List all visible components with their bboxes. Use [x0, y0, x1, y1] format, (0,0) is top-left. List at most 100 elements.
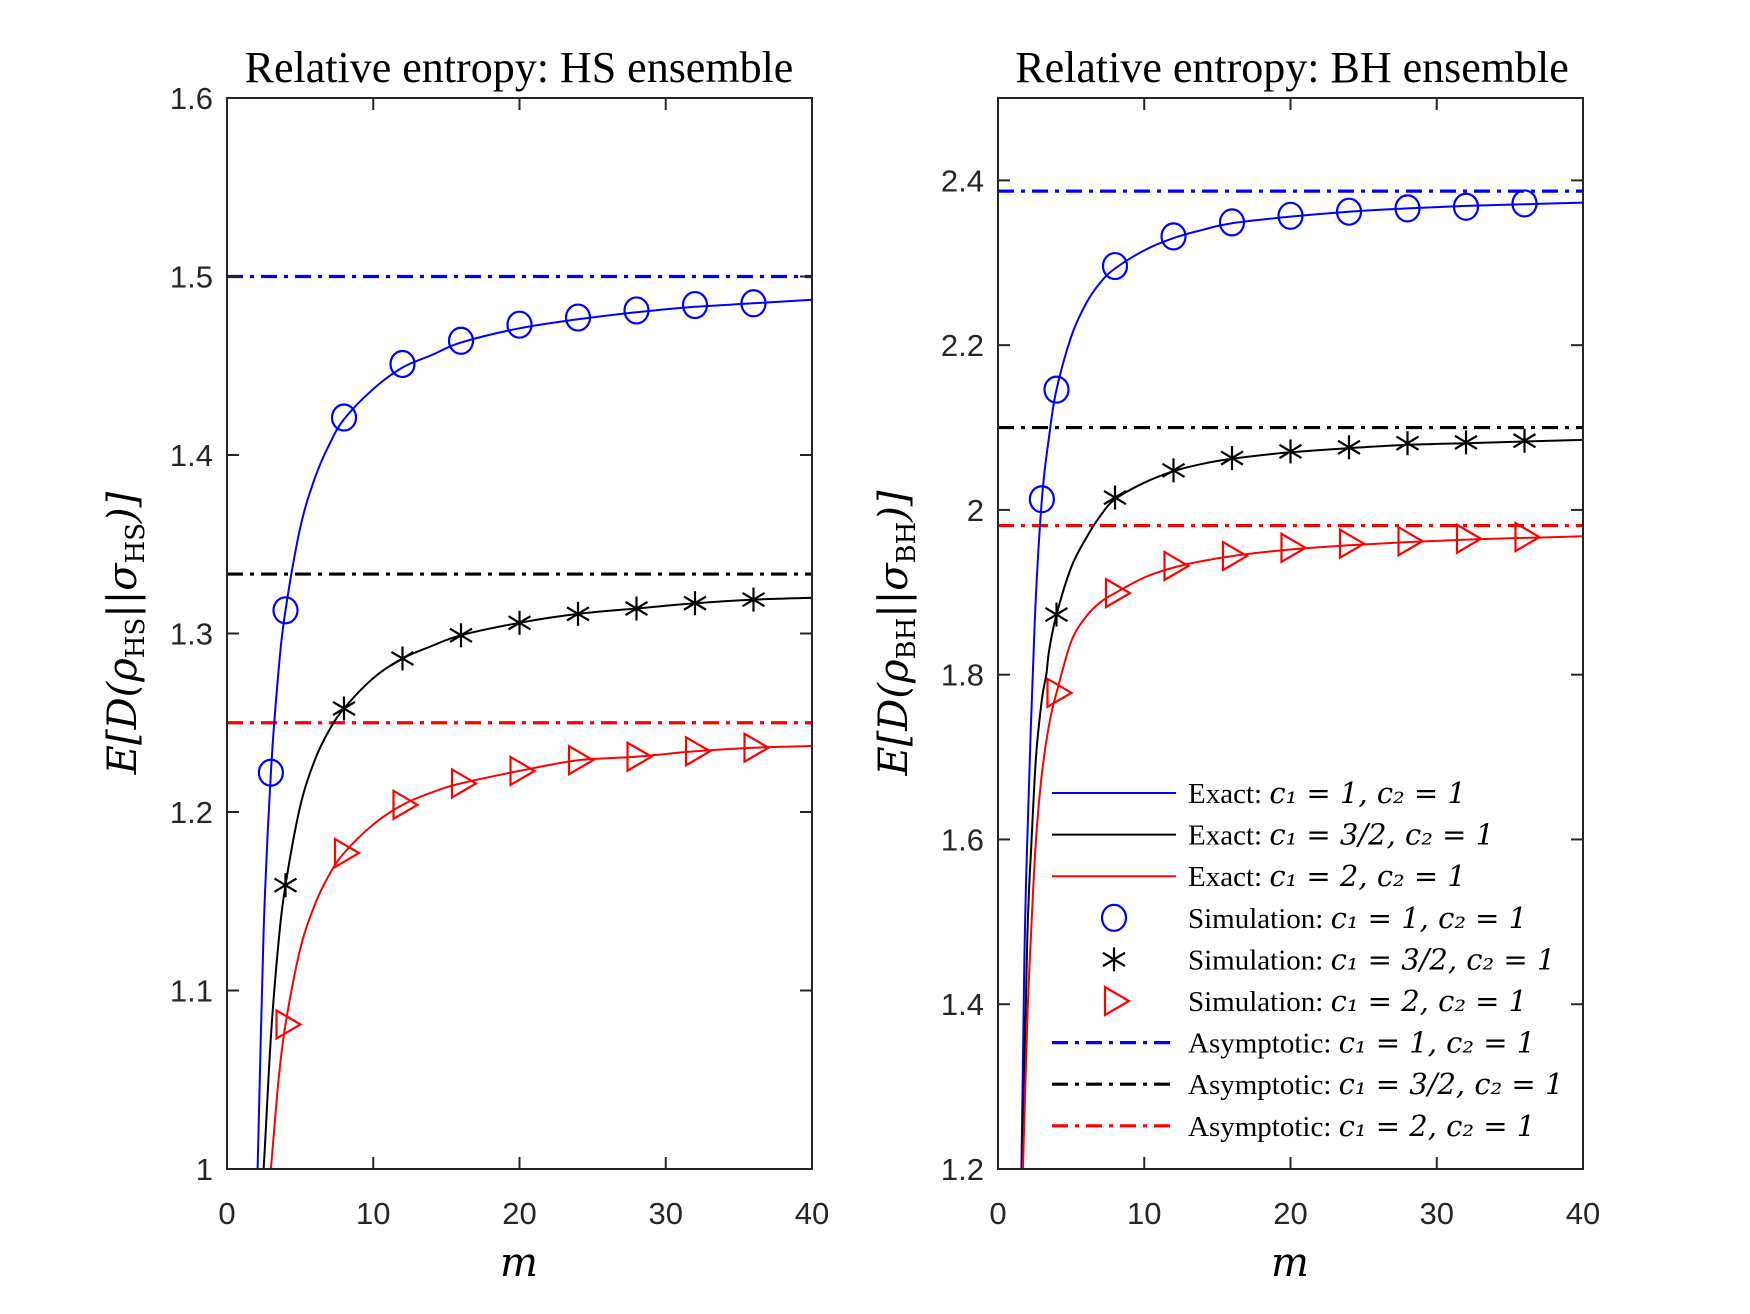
exact-curve-red	[1021, 535, 1583, 1169]
exact-curve-red	[269, 745, 812, 1169]
data-point-circle	[1218, 208, 1246, 237]
legend-label-math: c₁ = 2, c₂ = 1	[1339, 1109, 1536, 1143]
legend-label: Asymptotic: c₁ = 3/2, c₂ = 1	[1188, 1067, 1563, 1101]
legend-label-math: c₁ = 2, c₂ = 1	[1331, 984, 1528, 1018]
data-point-triangle-right	[1514, 521, 1542, 554]
panel-hs-ensemble: Relative entropy: HS ensemble 0 10 20 30 40 1…	[100, 43, 829, 1286]
y-tick-label: 1.2	[170, 795, 213, 830]
x-tick-label: 10	[356, 1196, 390, 1231]
plot-area	[998, 189, 1583, 1169]
simulation-series-blue	[257, 289, 767, 787]
data-point-triangle-right	[450, 767, 479, 800]
data-point-circle	[330, 403, 358, 432]
legend-label-prefix: Simulation:	[1188, 903, 1331, 935]
legend-label-prefix: Exact:	[1188, 820, 1269, 852]
legend-item-exact-black: Exact: c₁ = 3/2, c₂ = 1	[1052, 818, 1494, 852]
data-point-circle	[681, 290, 709, 320]
data-point-triangle-right	[1455, 522, 1484, 555]
data-point-triangle-right	[1046, 676, 1074, 709]
y-tick-label: 1.8	[941, 658, 984, 693]
data-point-asterisk	[273, 873, 298, 898]
legend-label-math: c₁ = 1, c₂ = 1	[1339, 1026, 1536, 1060]
legend-item-simulation-red: Simulation: c₁ = 2, c₂ = 1	[1103, 984, 1528, 1018]
y-tick-label: 1.1	[170, 974, 213, 1009]
simulation-series-red	[275, 731, 771, 1041]
y-axis-label: E[D(ρHS||σHS)]	[100, 491, 151, 775]
data-point-asterisk	[390, 646, 415, 671]
data-point-circle	[257, 758, 284, 787]
simulation-series-red	[1046, 521, 1542, 709]
x-tick-label: 0	[989, 1196, 1006, 1231]
data-point-triangle-right	[684, 735, 713, 768]
legend-label-math: c₁ = 2, c₂ = 1	[1269, 859, 1466, 893]
legend-label: Exact: c₁ = 2, c₂ = 1	[1188, 859, 1466, 893]
x-tick-label: 20	[1273, 1196, 1307, 1231]
ylabel-sub1: HS	[121, 618, 151, 659]
data-point-circle	[272, 596, 299, 625]
data-point-asterisk	[1454, 430, 1478, 455]
data-point-asterisk	[1220, 446, 1244, 471]
data-point-triangle-right	[626, 740, 654, 773]
legend-item-exact-red: Exact: c₁ = 2, c₂ = 1	[1052, 859, 1466, 893]
data-point-asterisk	[1103, 485, 1127, 510]
data-point-circle	[623, 296, 650, 325]
y-tick-label: 1.5	[170, 260, 213, 295]
ylabel-mid: ||σ	[871, 562, 917, 618]
data-point-asterisk	[624, 596, 649, 621]
chart-title: Relative entropy: BH ensemble	[1015, 43, 1569, 92]
data-point-asterisk	[1044, 602, 1069, 627]
legend-label-math: c₁ = 3/2, c₂ = 1	[1331, 942, 1556, 976]
simulation-series-black	[1044, 428, 1537, 627]
x-tick-label: 30	[649, 1196, 683, 1231]
x-tick-label: 40	[1566, 1196, 1600, 1231]
legend-item-simulation-black: Simulation: c₁ = 3/2, c₂ = 1	[1102, 942, 1555, 976]
legend-item-asymptotic-blue: Asymptotic: c₁ = 1, c₂ = 1	[1052, 1026, 1535, 1060]
y-tick-label: 1.4	[941, 987, 984, 1022]
ylabel-sub1: BH	[892, 618, 922, 660]
x-tick-label: 40	[795, 1196, 829, 1231]
data-point-asterisk	[1161, 458, 1186, 483]
series-layer	[227, 274, 812, 1169]
y-tick-label: 1	[196, 1152, 213, 1187]
ylabel-pre: E[D(ρ	[100, 658, 146, 775]
ylabel-post: )]	[100, 491, 146, 524]
legend-item-asymptotic-black: Asymptotic: c₁ = 3/2, c₂ = 1	[1052, 1067, 1563, 1101]
y-tick-label: 1.4	[170, 438, 213, 473]
data-point-circle	[1277, 201, 1304, 230]
data-point-circle	[389, 349, 416, 379]
legend-swatch-marker	[1100, 903, 1128, 932]
legend-label-math: c₁ = 3/2, c₂ = 1	[1339, 1067, 1564, 1101]
y-axis-label-text: E[D(ρBH||σBH)]	[871, 490, 922, 776]
legend: Exact: c₁ = 1, c₂ = 1 Exact: c₁ = 3/2, c₂…	[1052, 776, 1563, 1143]
data-point-circle	[1043, 375, 1070, 404]
legend-label: Simulation: c₁ = 3/2, c₂ = 1	[1188, 942, 1555, 976]
data-point-triangle-right	[1397, 525, 1425, 558]
exact-curve-blue	[1020, 201, 1583, 1169]
y-tick-label: 1.6	[941, 822, 984, 857]
data-point-triangle-right	[1163, 550, 1191, 582]
ylabel-post: )]	[871, 490, 917, 523]
data-point-asterisk	[1395, 431, 1420, 456]
legend-item-simulation-blue: Simulation: c₁ = 1, c₂ = 1	[1100, 901, 1527, 935]
x-tick-label: 0	[218, 1196, 235, 1231]
legend-label-math: c₁ = 1, c₂ = 1	[1331, 901, 1528, 935]
legend-label-prefix: Asymptotic:	[1188, 1111, 1339, 1143]
y-tick-label: 1.2	[941, 1152, 984, 1187]
legend-label: Simulation: c₁ = 1, c₂ = 1	[1188, 901, 1527, 935]
data-point-circle	[1335, 197, 1363, 226]
data-point-triangle-right	[567, 744, 596, 777]
data-point-asterisk	[1512, 428, 1537, 453]
simulation-series-black	[273, 587, 766, 898]
ylabel-sub2: HS	[121, 523, 151, 564]
data-point-asterisk	[507, 610, 532, 635]
data-point-asterisk	[449, 623, 473, 648]
ylabel-pre: E[D(ρ	[871, 659, 917, 776]
data-point-triangle-right	[333, 837, 362, 869]
data-point-circle	[1101, 251, 1129, 281]
series-layer	[998, 189, 1583, 1169]
legend-item-asymptotic-red: Asymptotic: c₁ = 2, c₂ = 1	[1052, 1109, 1535, 1143]
data-point-triangle-right	[743, 731, 771, 764]
legend-label-prefix: Exact:	[1188, 861, 1269, 893]
y-tick-label: 2	[967, 493, 984, 528]
